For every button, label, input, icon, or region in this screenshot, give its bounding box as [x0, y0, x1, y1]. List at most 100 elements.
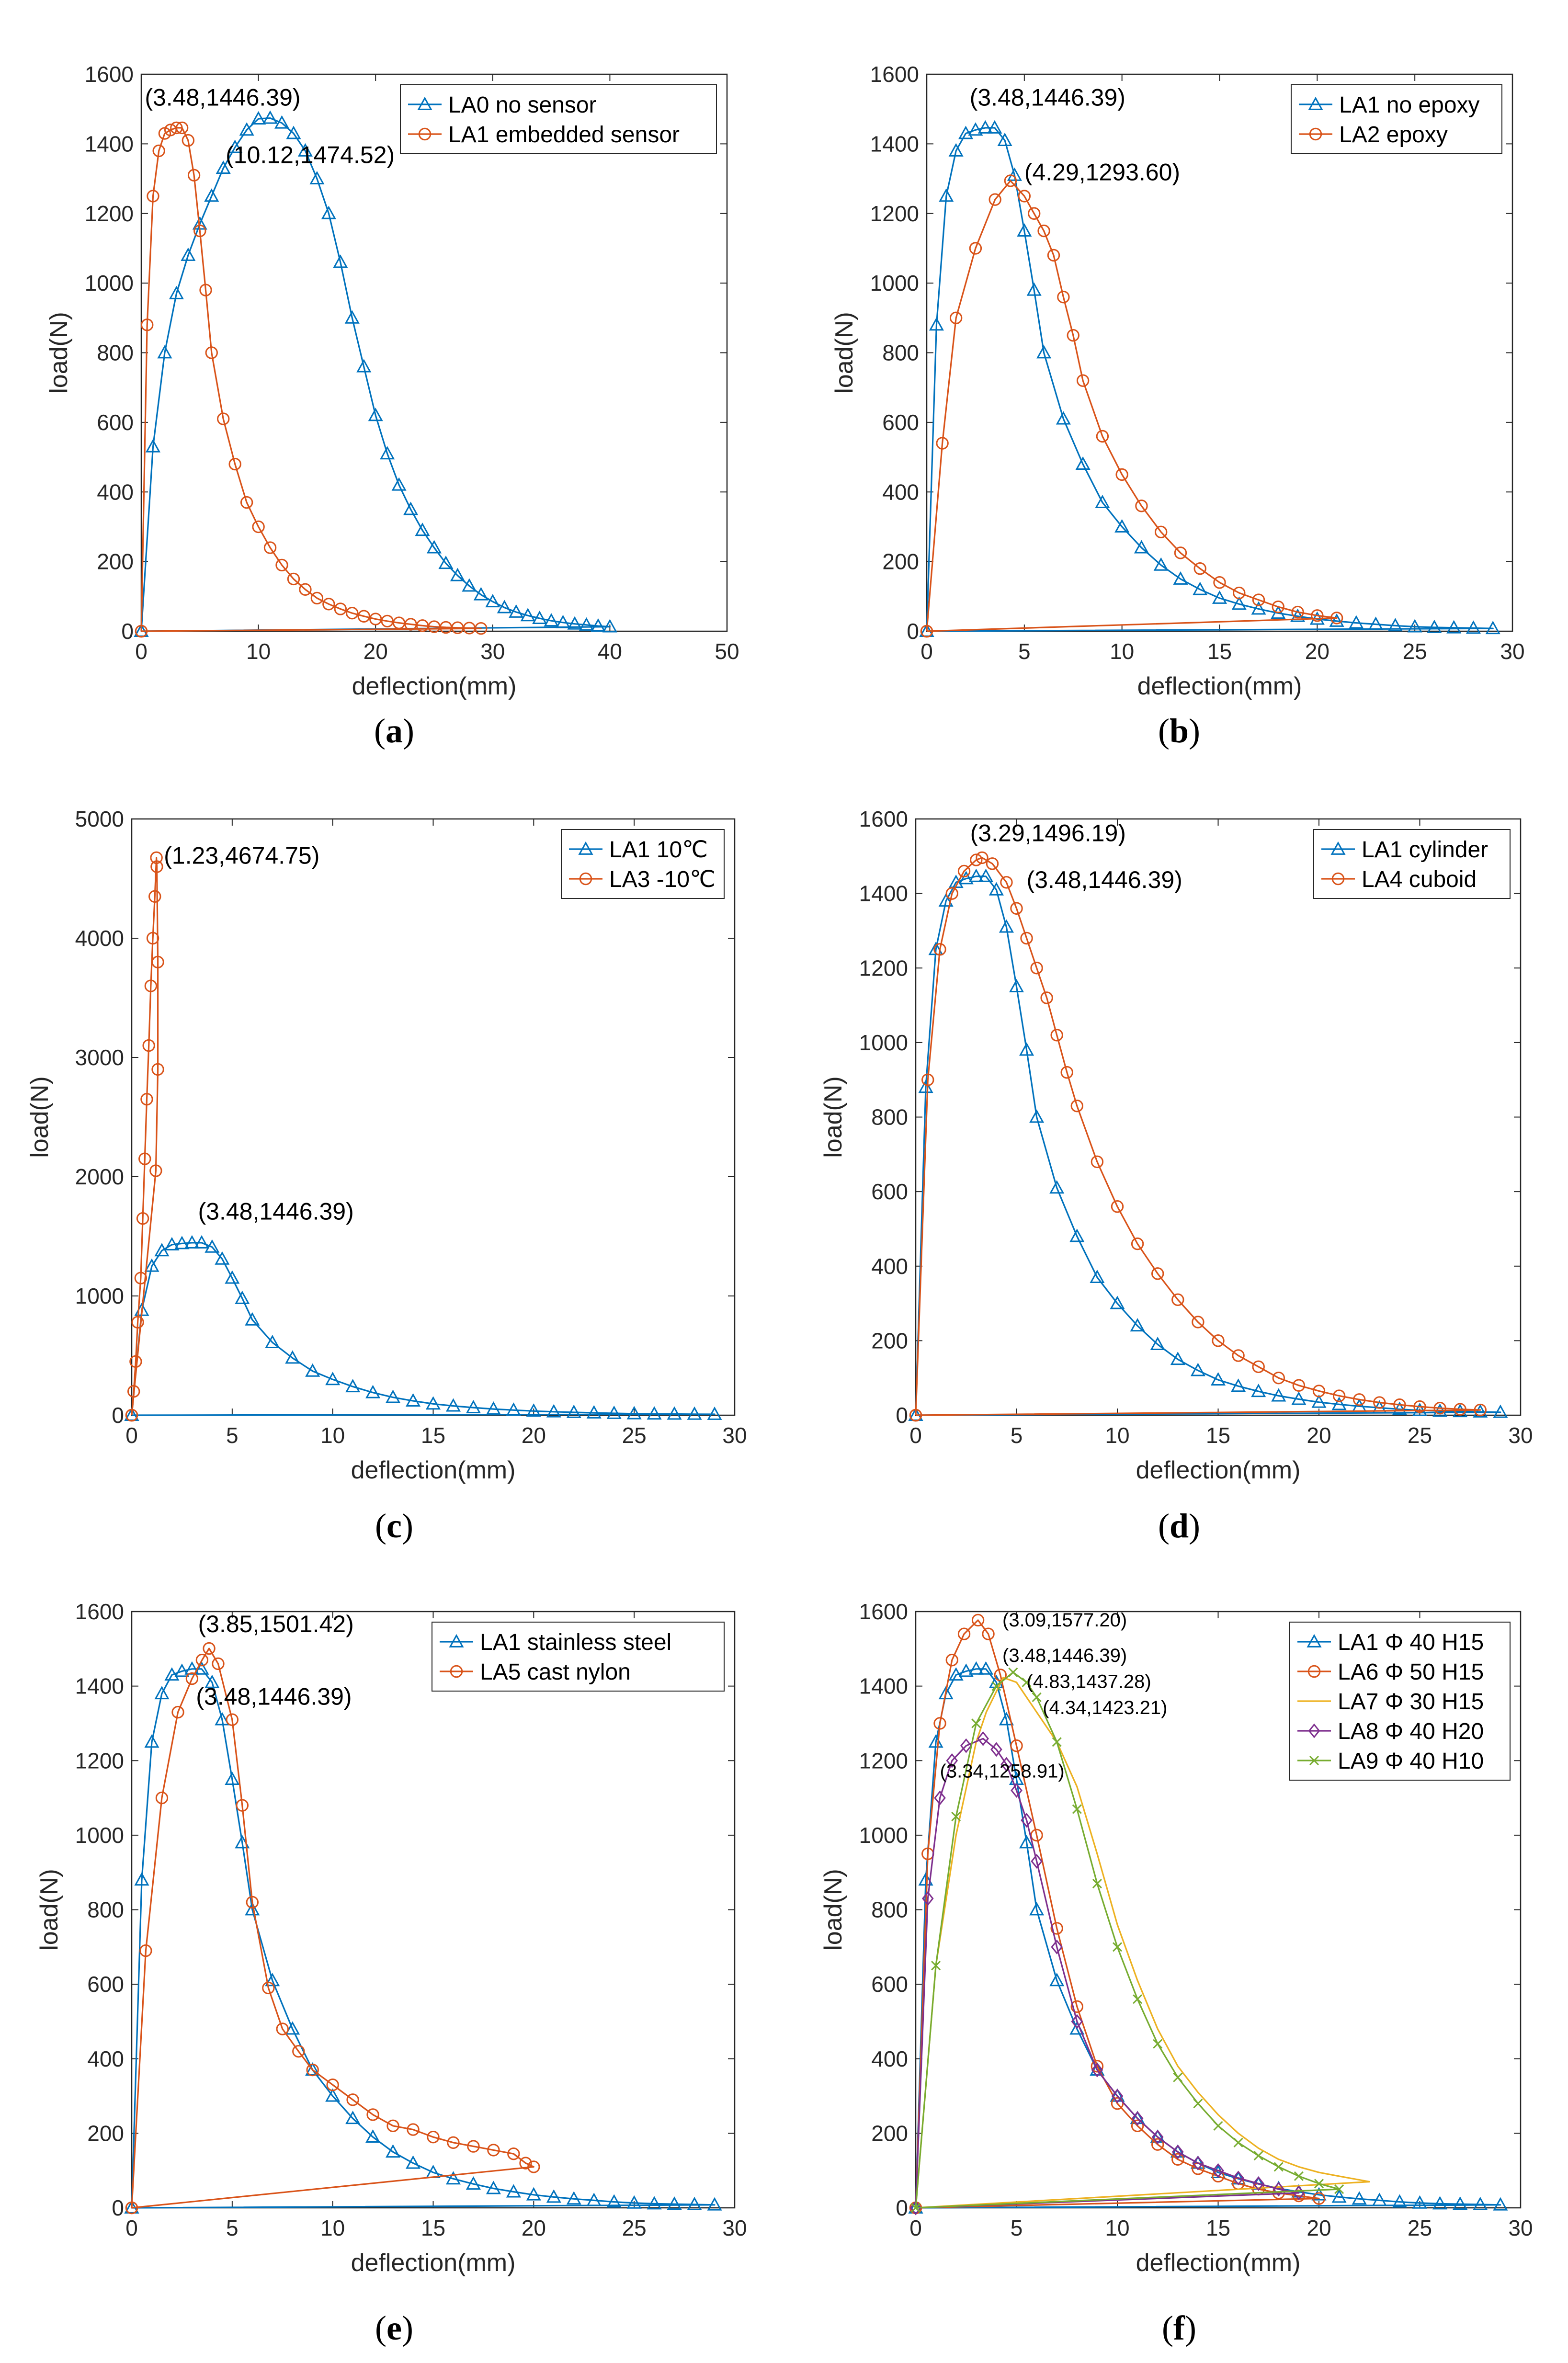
data-point — [1387, 618, 1403, 632]
series-1 — [124, 1235, 722, 1421]
data-point — [252, 520, 265, 534]
x-tick-label: 50 — [715, 639, 739, 664]
plot-area — [926, 73, 1513, 632]
data-point — [1251, 1384, 1266, 1397]
data-point — [145, 439, 161, 453]
data-point — [194, 1235, 209, 1249]
data-point — [1291, 1391, 1307, 1405]
data-point — [226, 1713, 239, 1726]
data-point — [427, 2130, 440, 2144]
data-point — [546, 1404, 561, 1418]
data-point — [987, 120, 1002, 134]
x-axis-label: deflection(mm) — [1136, 2249, 1301, 2277]
data-point — [579, 617, 594, 631]
data-point — [707, 1406, 722, 1420]
x-tick-label: 5 — [1018, 639, 1031, 664]
data-point — [1091, 1155, 1104, 1169]
y-axis-label: load(N) — [26, 1076, 54, 1158]
peak-annotation: (4.29,1293.60) — [1024, 159, 1180, 186]
legend-label: LA6 Φ 50 H15 — [1338, 1659, 1484, 1685]
data-point — [365, 1385, 381, 1398]
data-point — [586, 2193, 602, 2206]
y-tick-label: 1600 — [75, 1599, 124, 1624]
x-tick-label: 15 — [1206, 2215, 1230, 2240]
data-point — [497, 600, 512, 613]
data-point — [1427, 619, 1442, 633]
legend-label: LA5 cast nylon — [480, 1659, 631, 1685]
x-tick-label: 15 — [1206, 1423, 1230, 1448]
legend-marker — [1307, 1665, 1321, 1678]
data-point — [467, 2140, 480, 2153]
x-tick-label: 0 — [125, 2215, 138, 2240]
legend-marker — [1307, 1634, 1322, 1647]
x-tick-label: 30 — [722, 1423, 747, 1448]
data-point — [978, 1661, 994, 1675]
y-tick-label: 600 — [871, 1972, 908, 1997]
legend-marker — [1331, 872, 1345, 886]
data-point — [276, 2022, 289, 2035]
data-point — [948, 143, 964, 157]
data-point — [1067, 329, 1079, 342]
data-point — [949, 311, 963, 325]
data-point — [921, 1891, 934, 1906]
data-point — [1150, 1337, 1165, 1351]
chart-panel-b: 0 5 10 15 20 25 30 0 200 400 600 800 1000 1200 1400 160… — [830, 62, 1525, 750]
data-point — [1368, 616, 1384, 630]
data-point — [182, 134, 195, 147]
data-point — [403, 501, 419, 515]
y-tick-label: 2000 — [75, 1164, 124, 1189]
data-point — [227, 139, 243, 153]
data-point — [1190, 1363, 1205, 1376]
data-point — [929, 317, 944, 331]
data-point — [1092, 1878, 1102, 1889]
data-point — [148, 890, 161, 903]
data-point — [509, 604, 524, 618]
data-point — [1252, 2176, 1265, 2191]
data-point — [1192, 1316, 1204, 1329]
peak-annotation: (3.85,1501.42) — [198, 1611, 353, 1637]
legend-label: LA2 epoxy — [1339, 122, 1448, 148]
data-point — [921, 1073, 934, 1086]
y-tick-label: 1400 — [859, 1674, 908, 1699]
data-point — [1009, 979, 1024, 993]
peak-annotation: (10.12,1474.52) — [226, 141, 395, 168]
data-point — [306, 2063, 319, 2077]
chart-panel-a: 0 10 20 30 40 50 0 200 400 600 800 1000 1200 1400 1600… — [45, 62, 739, 750]
peak-annotation: (1.23,4674.75) — [164, 842, 319, 869]
x-tick-label: 10 — [246, 639, 271, 664]
y-tick-label: 1000 — [85, 271, 134, 295]
data-point — [157, 345, 172, 359]
data-point — [606, 1405, 622, 1419]
plot-area — [140, 73, 728, 632]
legend-marker — [1309, 1755, 1319, 1766]
series-1 — [919, 120, 1500, 637]
series-1 — [124, 1661, 722, 2214]
y-tick-label: 400 — [87, 2046, 124, 2071]
data-point — [971, 1613, 985, 1627]
data-point — [1115, 468, 1128, 481]
data-point — [1010, 1739, 1023, 1752]
data-point — [305, 1363, 320, 1377]
legend: LA1 10℃ LA3 -10℃ — [561, 829, 725, 899]
x-tick-label: 0 — [135, 639, 148, 664]
data-point — [958, 125, 974, 139]
data-point — [1052, 1737, 1062, 1747]
data-point — [566, 2191, 581, 2205]
data-point — [667, 2196, 682, 2210]
series-2 — [125, 851, 164, 1422]
data-point — [948, 1667, 964, 1681]
peak-annotation: (3.48,1446.39) — [145, 84, 300, 111]
data-point — [999, 1712, 1014, 1726]
y-tick-label: 0 — [896, 1403, 908, 1428]
data-point — [920, 625, 933, 638]
data-point — [285, 1350, 300, 1364]
data-point — [1232, 2170, 1244, 2186]
data-point — [1353, 1393, 1366, 1406]
data-point — [1193, 2099, 1203, 2109]
data-point — [1474, 1403, 1487, 1417]
x-tick-label: 5 — [1011, 2215, 1023, 2240]
data-point — [945, 887, 958, 900]
chart-panel-d: 0 5 10 15 20 25 30 0 200 400 600 800 1000 1200 1400 160… — [819, 807, 1533, 1545]
legend-marker — [1330, 841, 1346, 855]
data-point — [506, 1402, 521, 1416]
